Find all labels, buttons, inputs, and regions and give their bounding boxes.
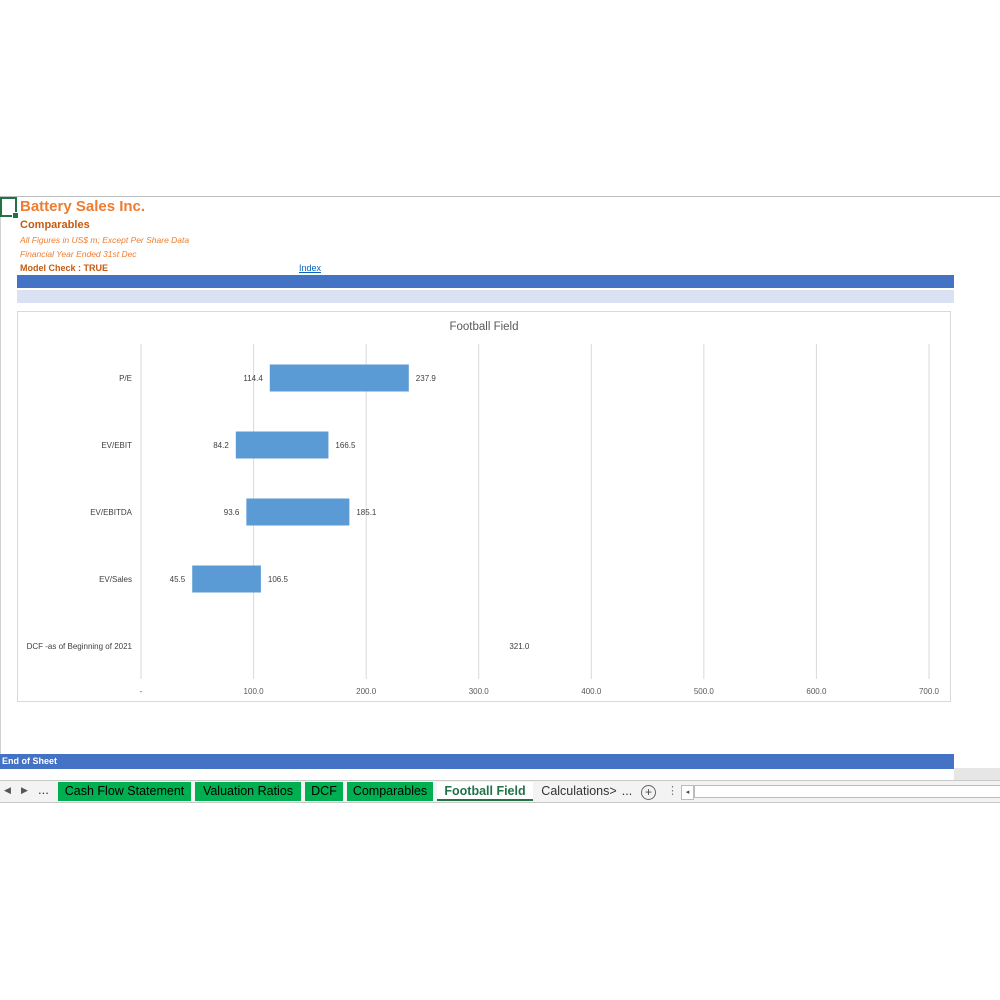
tab-dcf[interactable]: DCF [305, 782, 345, 801]
tab-scroll-dots[interactable]: ... [38, 782, 49, 797]
chart-gridlines [140, 344, 930, 679]
index-link[interactable]: Index [299, 263, 322, 273]
x-tick-label: - [140, 687, 143, 696]
tab-football-field[interactable]: Football Field [437, 782, 533, 801]
x-tick-label: 400.0 [581, 687, 602, 696]
chart-labels: - 100.0 200.0 300.0 400.0 500.0 600.0 700.0 P/E 1… [27, 374, 940, 696]
category-label: EV/Sales [99, 575, 132, 584]
x-tick-label: 300.0 [469, 687, 490, 696]
high-value-label: 185.1 [356, 508, 377, 517]
range-bar [246, 498, 350, 526]
header-band-light [17, 290, 954, 303]
tab-calculations[interactable]: Calculations> [541, 784, 617, 798]
low-value-label: 114.4 [243, 374, 263, 383]
low-value-label: 45.5 [170, 575, 186, 584]
x-tick-label: 600.0 [806, 687, 827, 696]
horizontal-scrollbar[interactable] [694, 785, 1000, 798]
low-value-label: 93.6 [224, 508, 240, 517]
chart-canvas: Football Field - 100.0 200.0 300.0 400.0 500.… [27, 321, 940, 696]
header-band-dark [17, 275, 954, 288]
end-of-sheet-label: End of Sheet [2, 756, 58, 766]
sheet-tab-bar: ◀ ▶ ... Cash Flow Statement Valuation Ra… [0, 780, 1000, 803]
high-value-label: 237.9 [416, 374, 437, 383]
add-sheet-icon[interactable]: + [641, 785, 656, 800]
tab-splitter-handle[interactable]: ⋮ [667, 785, 678, 797]
scroll-left-icon[interactable]: ◂ [681, 785, 694, 800]
high-value-label: 166.5 [335, 441, 356, 450]
low-value-label: 84.2 [213, 441, 229, 450]
end-of-sheet-bar: End of Sheet [0, 754, 954, 769]
sheet-left-border [0, 197, 1, 768]
range-bar [269, 364, 409, 392]
tab-more-dots[interactable]: ... [621, 784, 633, 798]
chart-bars [192, 364, 409, 593]
x-tick-label: 200.0 [356, 687, 377, 696]
high-value-label: 321.0 [509, 642, 530, 651]
chart-title: Football Field [449, 321, 518, 333]
category-label: DCF -as of Beginning of 2021 [27, 642, 133, 651]
worksheet-area[interactable] [0, 196, 1000, 768]
category-label: EV/EBITDA [90, 508, 132, 517]
triangle-right-icon[interactable]: ▶ [21, 785, 28, 795]
active-cell-selector[interactable] [0, 197, 19, 219]
model-check-status: Model Check : TRUE [20, 263, 109, 273]
fiscal-year-note: Financial Year Ended 31st Dec [20, 249, 137, 259]
company-title: Battery Sales Inc. [20, 198, 146, 215]
figures-note: All Figures in US$ m; Except Per Share D… [20, 235, 190, 245]
x-tick-label: 100.0 [244, 687, 265, 696]
range-bar [192, 565, 261, 593]
football-field-chart[interactable]: Football Field - 100.0 200.0 300.0 400.0 500.… [17, 311, 951, 702]
x-tick-label: 700.0 [919, 687, 940, 696]
category-label: EV/EBIT [101, 441, 132, 450]
range-bar [235, 431, 329, 459]
tab-valuation-ratios[interactable]: Valuation Ratios [195, 782, 303, 801]
triangle-left-icon[interactable]: ◀ [4, 785, 11, 795]
high-value-label: 106.5 [268, 575, 289, 584]
tab-cash-flow-statement[interactable]: Cash Flow Statement [58, 782, 193, 801]
tab-comparables[interactable]: Comparables [347, 782, 435, 801]
x-tick-label: 500.0 [694, 687, 715, 696]
category-label: P/E [119, 374, 132, 383]
sheet-subtitle: Comparables [20, 219, 90, 231]
sheet-edge-gray [954, 768, 1000, 780]
